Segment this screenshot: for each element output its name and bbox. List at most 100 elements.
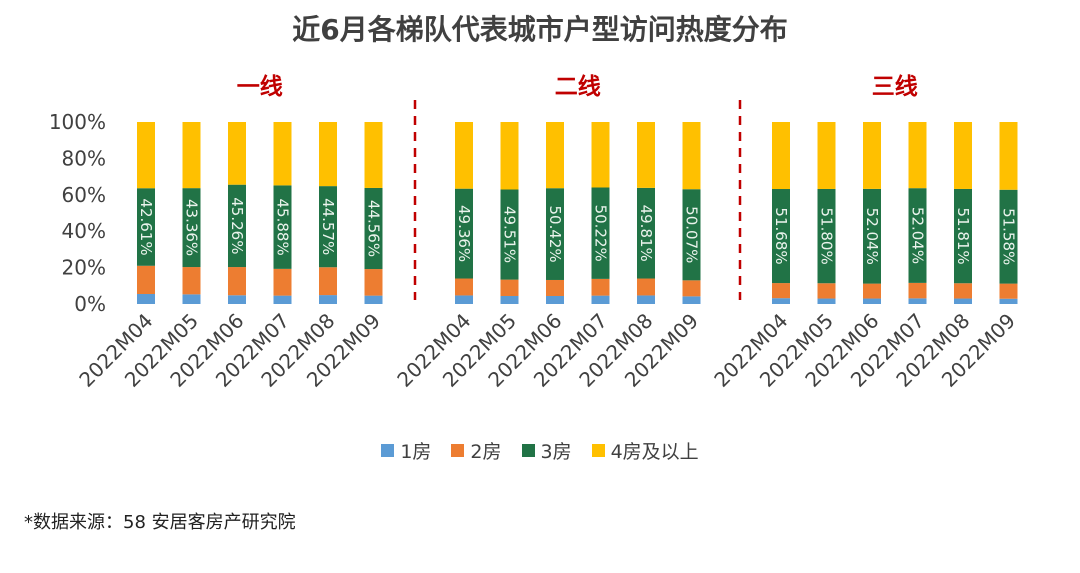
bar-segment (137, 293, 155, 304)
data-label: 52.04% (863, 208, 881, 265)
bar-segment (908, 298, 927, 304)
bar-segment (319, 122, 337, 187)
legend-item-1room: 1房 (381, 437, 431, 464)
group-label: 一线 (237, 73, 283, 100)
bar-segment (637, 278, 655, 296)
y-tick-label: 40% (62, 219, 106, 243)
bar-segment (817, 298, 836, 304)
bar-segment (682, 280, 701, 297)
bar-segment (228, 184, 246, 268)
data-label: 51.81% (954, 208, 972, 265)
bar-segment (500, 189, 519, 280)
bar-segment (546, 188, 564, 280)
bar-segment (273, 268, 292, 296)
bar-segment (999, 122, 1018, 190)
bar-segment (319, 267, 337, 296)
bar-segment (591, 278, 610, 296)
bar-segment (863, 188, 881, 284)
bar-segment (182, 267, 201, 295)
bar-segment (817, 122, 836, 189)
data-label: 45.88% (274, 199, 292, 256)
bar-segment (182, 188, 201, 268)
bar-segment (228, 122, 246, 185)
bar-segment (455, 122, 473, 189)
data-label: 43.36% (183, 199, 201, 256)
legend-label-2room: 2房 (470, 441, 502, 463)
data-label: 49.36% (455, 205, 473, 262)
bar-segment (908, 282, 927, 299)
bar-segment (954, 298, 972, 304)
bar-segment (817, 188, 836, 284)
group-label: 二线 (555, 73, 601, 100)
data-label: 42.61% (137, 198, 155, 255)
bar-segment (455, 278, 473, 296)
bar-segment (319, 295, 337, 304)
bar-segment (182, 294, 201, 304)
bar-segment (772, 283, 790, 299)
bar-segment (319, 186, 337, 268)
data-label: 44.56% (365, 200, 383, 257)
stacked-bar-chart: 0%20%40%60%80%100%一线42.61%2022M0443.36%2… (49, 73, 1020, 392)
bar-segment (772, 298, 790, 304)
legend-swatch-1room (381, 444, 395, 457)
bar-segment (682, 296, 701, 304)
bar-segment (817, 283, 836, 299)
bar-segment (500, 295, 519, 304)
bar-segment (500, 122, 519, 190)
bar-segment (455, 295, 473, 304)
bar-segment (182, 122, 201, 189)
bar-segment (954, 188, 972, 284)
bar-segment (682, 189, 701, 281)
data-label: 50.22% (592, 205, 610, 262)
y-tick-label: 80% (62, 146, 106, 170)
bar-segment (637, 187, 655, 279)
bar-segment (364, 187, 383, 270)
bar-segment (500, 279, 519, 296)
bar-segment (137, 265, 155, 294)
data-label: 50.42% (546, 205, 564, 262)
bar-segment (591, 122, 610, 188)
bar-segment (863, 298, 881, 304)
legend-label-4room-plus: 4房及以上 (610, 441, 699, 463)
bar-segment (228, 295, 246, 304)
data-label: 51.68% (772, 207, 790, 264)
legend-item-4room-plus: 4房及以上 (591, 437, 699, 464)
bar-segment (682, 122, 701, 190)
bar-segment (273, 295, 292, 304)
chart-title: 近6月各梯队代表城市户型访问热度分布 (292, 13, 788, 46)
data-label: 44.57% (319, 198, 337, 255)
group-label: 三线 (872, 73, 918, 100)
y-tick-label: 100% (49, 110, 106, 134)
data-label: 49.81% (637, 205, 655, 262)
bar-segment (999, 298, 1018, 304)
data-source-note: *数据来源：58 安居客房产研究院 (24, 512, 296, 533)
bar-segment (228, 267, 246, 296)
legend-swatch-2room (451, 444, 465, 457)
bar-segment (137, 188, 155, 266)
bar-segment (364, 269, 383, 296)
bar-segment (273, 185, 292, 269)
bar-segment (999, 283, 1018, 299)
bar-segment (591, 187, 610, 279)
bar-segment (863, 283, 881, 299)
legend-label-1room: 1房 (400, 441, 432, 463)
bar-segment (364, 122, 383, 188)
legend: 1房 2房 3房 4房及以上 (0, 437, 1080, 464)
legend-swatch-3room (521, 444, 535, 457)
y-tick-label: 20% (62, 256, 106, 280)
bar-segment (546, 295, 564, 304)
bar-segment (999, 189, 1018, 284)
data-label: 52.04% (909, 207, 927, 264)
data-label: 45.26% (228, 197, 246, 254)
legend-item-2room: 2房 (451, 437, 502, 464)
data-label: 50.07% (683, 206, 701, 263)
bar-segment (863, 122, 881, 189)
data-label: 49.51% (501, 206, 519, 263)
data-label: 51.58% (1000, 208, 1018, 265)
bar-segment (137, 122, 155, 189)
bar-segment (954, 122, 972, 189)
bar-segment (455, 188, 473, 279)
bar-segment (273, 122, 292, 186)
bar-segment (546, 279, 564, 296)
bar-segment (772, 189, 790, 284)
